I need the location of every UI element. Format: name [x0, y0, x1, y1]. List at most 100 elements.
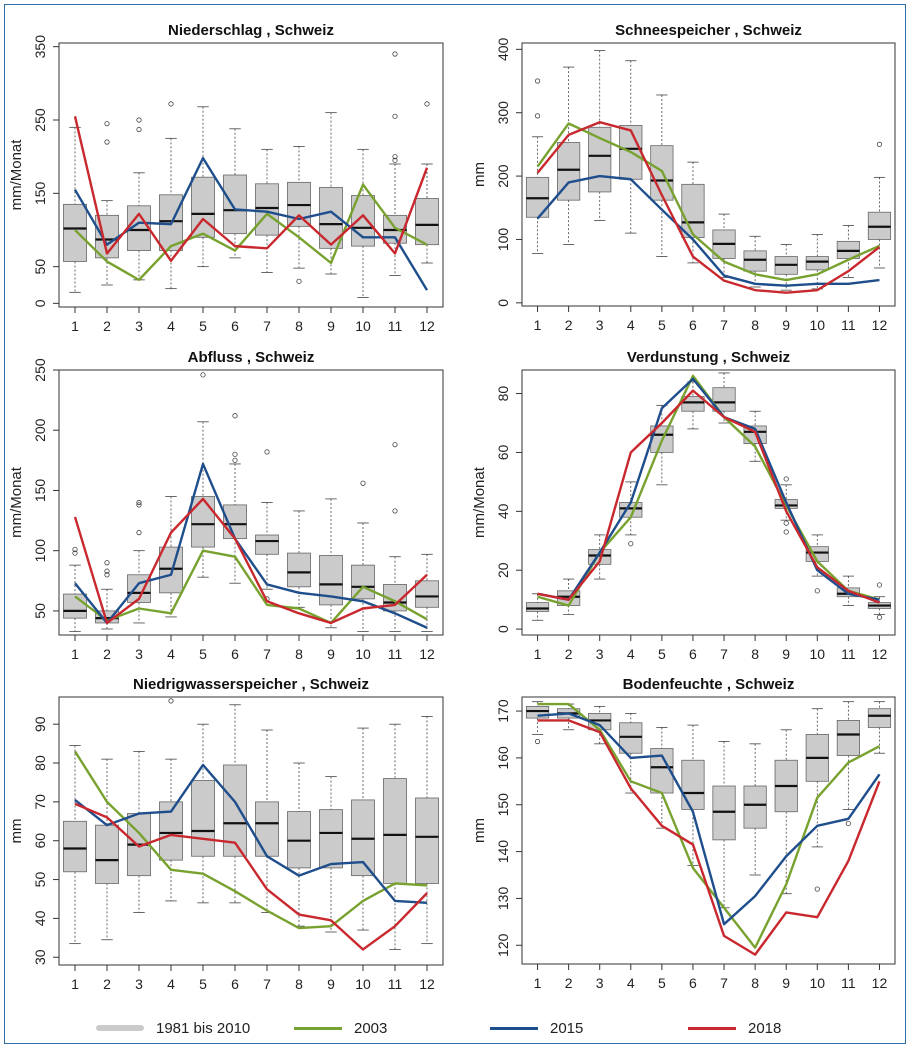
- x-tick-label: 10: [810, 646, 826, 662]
- box-6: [223, 704, 247, 904]
- x-tick-label: 8: [295, 646, 303, 662]
- series-line-2015: [536, 174, 880, 287]
- series-line-2015: [74, 763, 428, 905]
- outlier-point: [104, 121, 110, 127]
- outlier-point: [104, 572, 110, 578]
- box-iqr: [351, 564, 375, 600]
- y-tick-label: 60: [32, 833, 48, 849]
- box-iqr: [95, 824, 119, 884]
- y-axis-label: mm/Monat: [8, 466, 25, 538]
- box-9: [774, 244, 798, 291]
- box-iqr: [681, 183, 705, 238]
- box-1: [525, 593, 550, 621]
- outlier-point: [232, 413, 238, 419]
- y-tick-label: 200: [32, 418, 48, 442]
- series-line-2015: [74, 462, 428, 629]
- outlier-point: [845, 820, 851, 827]
- y-tick-label: 400: [495, 37, 511, 61]
- box-1: [63, 564, 87, 632]
- outlier-point: [783, 476, 789, 482]
- y-tick-label: 100: [495, 228, 511, 252]
- x-tick-label: 12: [419, 318, 435, 334]
- box-10: [805, 708, 829, 848]
- x-tick-label: 2: [565, 975, 573, 991]
- x-tick-label: 4: [627, 646, 635, 662]
- legend-line-2018: [688, 1026, 736, 1030]
- series-line-2003: [74, 183, 428, 282]
- y-tick-label: 90: [32, 716, 48, 732]
- y-tick-label: 0: [32, 299, 48, 307]
- y-tick-label: 0: [495, 625, 511, 633]
- outlier-point: [628, 541, 634, 547]
- y-tick-label: 40: [32, 910, 48, 926]
- x-tick-label: 12: [419, 646, 435, 662]
- series-line-2018: [537, 719, 881, 956]
- x-tick-label: 9: [327, 646, 335, 662]
- outlier-point: [232, 457, 238, 463]
- box-iqr: [525, 602, 550, 612]
- box-7: [712, 741, 736, 909]
- legend: 1981 bis 2010 2003 2015 2018: [0, 1014, 913, 1042]
- x-tick-label: 2: [565, 646, 573, 662]
- x-tick-label: 9: [782, 317, 790, 333]
- box-9: [774, 729, 798, 895]
- series-line-2003: [536, 122, 880, 282]
- x-tick-label: 7: [263, 976, 271, 992]
- boxplot-charts: Niederschlag , Schweiz050150250350mm/Mon…: [8, 22, 896, 992]
- box-iqr: [383, 778, 407, 884]
- outlier-point: [392, 51, 398, 57]
- outlier-point: [876, 141, 883, 147]
- outlier-point: [392, 154, 398, 160]
- legend-item-2003: 2003: [294, 1014, 387, 1042]
- outlier-point: [104, 560, 110, 566]
- legend-item-2015: 2015: [490, 1014, 583, 1042]
- box-7: [255, 148, 279, 273]
- series-line-2015: [537, 712, 881, 926]
- x-tick-label: 5: [658, 317, 666, 333]
- box-iqr: [743, 785, 767, 829]
- x-tick-label: 6: [231, 318, 239, 334]
- outlier-point: [136, 499, 142, 506]
- y-axis-label: mm: [8, 819, 25, 844]
- series-line-2018: [537, 389, 880, 604]
- x-tick-label: 12: [419, 976, 435, 992]
- outlier-point: [72, 550, 78, 556]
- y-tick-label: 160: [495, 746, 511, 770]
- x-tick-label: 10: [810, 975, 826, 991]
- box-5: [650, 94, 674, 257]
- box-iqr: [415, 580, 439, 608]
- x-tick-label: 7: [720, 975, 728, 991]
- series-line-2018: [73, 116, 429, 262]
- box-8: [287, 762, 311, 927]
- x-tick-label: 3: [135, 318, 143, 334]
- x-tick-label: 9: [327, 976, 335, 992]
- outlier-point: [814, 588, 820, 594]
- box-iqr: [836, 720, 860, 756]
- box-8: [743, 235, 767, 288]
- outlier-point: [104, 568, 110, 574]
- x-tick-label: 1: [71, 646, 79, 662]
- box-4: [159, 758, 183, 902]
- y-tick-label: 80: [495, 386, 511, 402]
- outlier-point: [876, 582, 883, 588]
- box-12: [867, 176, 892, 269]
- outlier-point: [72, 546, 78, 553]
- chart-title: Schneespeicher , Schweiz: [615, 22, 802, 39]
- x-tick-label: 8: [751, 975, 759, 991]
- outlier-point: [534, 738, 541, 745]
- outlier-point: [783, 520, 789, 526]
- y-tick-label: 0: [495, 299, 511, 307]
- outlier-point: [168, 698, 174, 704]
- box-iqr: [867, 708, 892, 728]
- legend-label: 1981 bis 2010: [156, 1019, 251, 1037]
- x-tick-label: 4: [627, 975, 635, 991]
- y-tick-label: 50: [32, 259, 48, 275]
- outlier-point: [424, 101, 430, 107]
- box-11: [383, 556, 407, 632]
- legend-label: 2015: [550, 1019, 584, 1037]
- x-tick-label: 2: [103, 646, 111, 662]
- y-tick-label: 350: [32, 35, 48, 59]
- box-9: [319, 112, 343, 275]
- x-tick-label: 6: [689, 317, 697, 333]
- x-tick-label: 5: [658, 646, 666, 662]
